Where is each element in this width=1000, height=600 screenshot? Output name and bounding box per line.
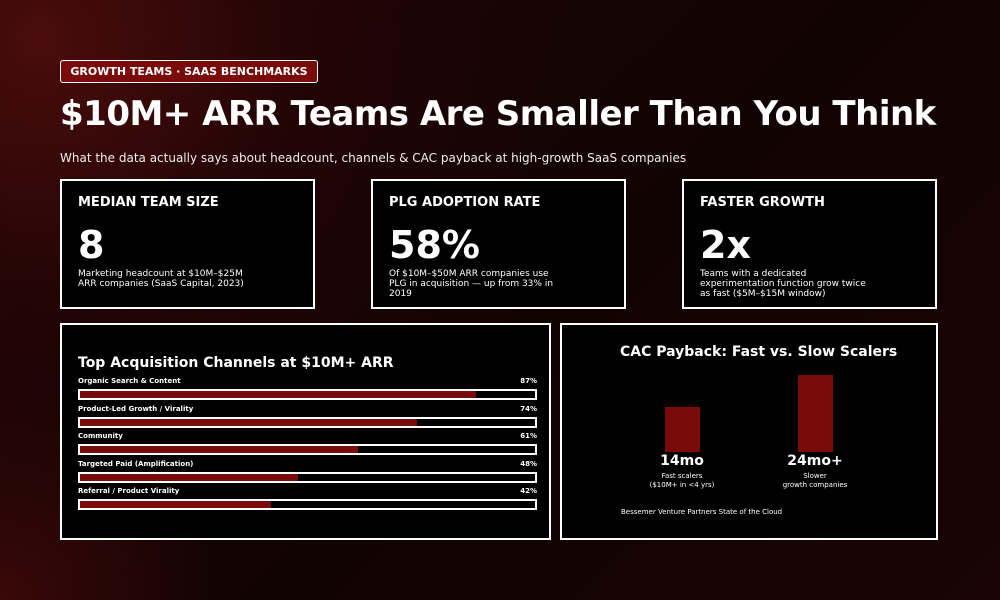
bar-track bbox=[78, 444, 537, 455]
bar bbox=[798, 375, 833, 452]
stat-value: 2x bbox=[700, 223, 751, 267]
bar bbox=[80, 391, 476, 398]
stat-label: PLG ADOPTION RATE bbox=[389, 195, 541, 210]
cac-panel bbox=[560, 323, 938, 540]
bar bbox=[80, 473, 299, 481]
stat-description: Teams with a dedicated experimentation f… bbox=[700, 269, 866, 299]
bar bbox=[80, 446, 358, 453]
stat-value: 8 bbox=[78, 223, 105, 267]
channel-label: Community bbox=[78, 432, 123, 440]
channel-label: Product-Led Growth / Virality bbox=[78, 404, 194, 413]
channel-label: Organic Search & Content bbox=[78, 377, 181, 385]
stat-label: FASTER GROWTH bbox=[700, 195, 825, 210]
bar bbox=[665, 407, 700, 452]
category-label: Slower growth companies bbox=[782, 472, 848, 489]
stat-card: PLG ADOPTION RATE 58% Of $10M–$50M ARR com… bbox=[371, 179, 626, 309]
chart-title: Top Acquisition Channels at $10M+ ARR bbox=[78, 355, 394, 371]
stat-value: 58% bbox=[389, 223, 480, 267]
stat-card: MEDIAN TEAM SIZE 8 Marketing headcount at … bbox=[60, 179, 315, 309]
stat-card: FASTER GROWTH 2x Teams with a dedicated ex… bbox=[682, 179, 937, 309]
bar bbox=[80, 418, 417, 426]
category-label: Fast scalers ($10M+ in <4 yrs) bbox=[649, 472, 715, 489]
value-label: 14mo bbox=[660, 453, 704, 469]
title: $10M+ ARR Teams Are Smaller Than You Thi… bbox=[60, 94, 936, 134]
bar-track bbox=[78, 499, 537, 510]
bar-track bbox=[78, 416, 537, 428]
tag: GROWTH TEAMS · SAAS BENCHMARKS bbox=[60, 60, 318, 83]
chart-title: CAC Payback: Fast vs. Slow Scalers bbox=[620, 344, 898, 360]
value-label: 74% bbox=[520, 404, 537, 413]
bar-track bbox=[78, 471, 537, 483]
subtitle: What the data actually says about headco… bbox=[60, 151, 687, 165]
value-label: 48% bbox=[520, 459, 537, 468]
source: Bessemer Venture Partners State of the C… bbox=[621, 508, 783, 516]
stat-description: Of $10M–$50M ARR companies use PLG in ac… bbox=[389, 269, 554, 299]
value-label: 42% bbox=[520, 487, 537, 495]
value-label: 24mo+ bbox=[787, 453, 843, 469]
value-label: 61% bbox=[520, 432, 537, 440]
channel-label: Targeted Paid (Amplification) bbox=[78, 459, 194, 468]
bar bbox=[80, 501, 272, 508]
channel-label: Referral / Product Virality bbox=[78, 487, 180, 495]
bar-track bbox=[78, 389, 537, 400]
stat-description: Marketing headcount at $10M–$25M ARR com… bbox=[78, 269, 244, 289]
value-label: 87% bbox=[520, 377, 537, 385]
stat-label: MEDIAN TEAM SIZE bbox=[78, 195, 219, 210]
